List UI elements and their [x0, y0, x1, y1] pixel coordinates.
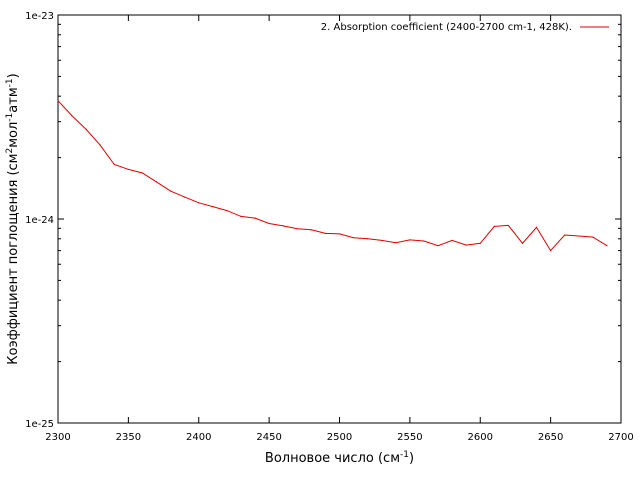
data-point	[170, 190, 172, 192]
data-point	[71, 115, 73, 117]
data-point	[155, 181, 158, 183]
data-point	[395, 242, 397, 244]
data-point	[198, 202, 200, 204]
data-point	[127, 168, 129, 171]
y-tick-label: 1e-25	[25, 419, 54, 430]
data-point	[367, 238, 369, 240]
data-point	[113, 163, 115, 166]
data-point	[240, 215, 242, 217]
data-point	[212, 206, 214, 208]
data-point	[381, 239, 383, 242]
y-axis-ticks: 1e-25 1e-24 1e-23	[25, 11, 621, 430]
y-tick-label: 1e-24	[25, 215, 54, 226]
data-point	[310, 229, 312, 231]
data-point	[254, 217, 256, 219]
x-tick-label: 2700	[608, 432, 633, 443]
x-tick-label: 2350	[116, 432, 141, 443]
data-point	[606, 245, 608, 247]
x-tick-label: 2550	[397, 432, 422, 443]
x-tick-label: 2650	[538, 432, 563, 443]
data-point	[268, 222, 270, 225]
data-point	[184, 196, 186, 198]
data-point	[85, 128, 87, 130]
data-point	[465, 244, 467, 246]
data-point	[226, 209, 228, 212]
data-point	[479, 242, 481, 244]
legend: 2. Absorption coefficient (2400-2700 cm-…	[321, 22, 609, 33]
data-point	[451, 239, 453, 242]
y-axis-label: Коэффициент поглощения (см2мол-1атм-1)	[5, 73, 21, 364]
data-point	[592, 236, 594, 238]
data-point	[535, 226, 538, 228]
x-tick-label: 2600	[468, 432, 493, 443]
x-tick-label: 2400	[186, 432, 211, 443]
data-point	[507, 224, 509, 227]
data-point	[521, 242, 524, 244]
x-tick-label: 2300	[45, 432, 70, 443]
data-point	[564, 234, 566, 236]
data-point	[324, 232, 327, 234]
data-point	[282, 225, 284, 227]
data-point	[296, 228, 298, 230]
data-point	[409, 239, 411, 241]
legend-entry-label: 2. Absorption coefficient (2400-2700 cm-…	[321, 22, 572, 33]
data-point	[550, 250, 552, 252]
data-point	[338, 233, 341, 235]
series-points	[57, 100, 608, 252]
data-point	[352, 237, 355, 239]
data-point	[99, 144, 101, 146]
data-point	[423, 240, 425, 242]
y-tick-label: 1e-23	[25, 11, 54, 22]
x-axis-label: Волновое число (см-1)	[265, 450, 414, 466]
x-tick-label: 2450	[256, 432, 281, 443]
data-point	[57, 100, 59, 102]
data-point	[437, 245, 439, 247]
data-point	[493, 225, 495, 227]
plot-frame	[57, 14, 622, 424]
data-point	[141, 172, 144, 174]
x-tick-label: 2500	[327, 432, 352, 443]
series-line	[57, 100, 608, 252]
x-axis-ticks: 2300 2350 2400 2450 2500 2550 2600 2650 2700	[45, 15, 634, 443]
data-point	[578, 235, 580, 237]
